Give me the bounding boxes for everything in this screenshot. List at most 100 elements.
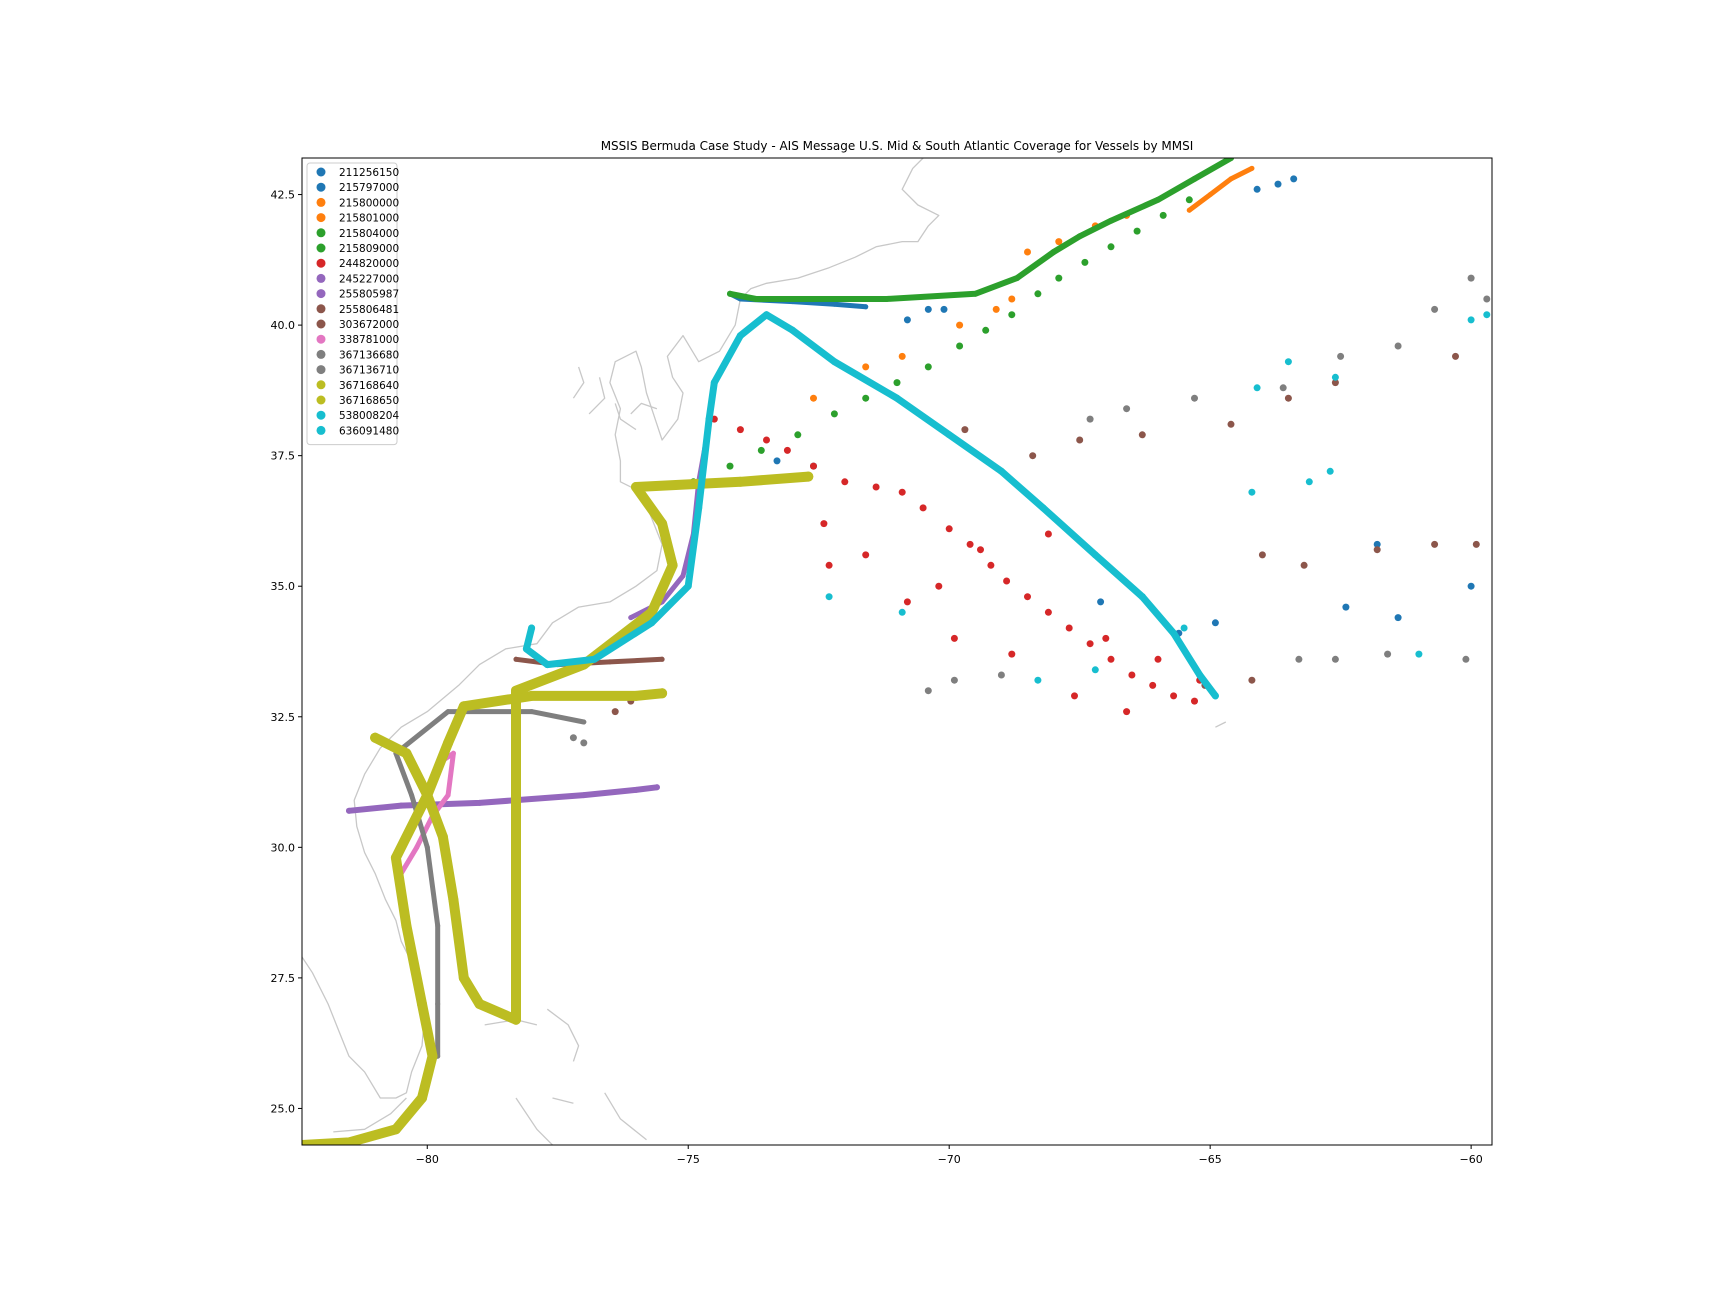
data-point bbox=[648, 619, 656, 627]
data-point bbox=[735, 476, 746, 487]
data-point bbox=[1024, 248, 1031, 256]
data-point bbox=[1415, 650, 1423, 658]
data-point bbox=[390, 1124, 401, 1135]
y-tick-label: 25.0 bbox=[271, 1102, 296, 1115]
x-tick-label: −75 bbox=[677, 1153, 700, 1166]
data-point bbox=[695, 504, 703, 512]
legend-marker bbox=[316, 167, 326, 177]
data-point bbox=[1034, 290, 1042, 298]
legend-marker bbox=[316, 243, 326, 253]
data-point bbox=[653, 784, 660, 791]
data-point bbox=[1191, 175, 1198, 182]
data-point bbox=[628, 615, 634, 621]
series-layer bbox=[302, 158, 1491, 1145]
data-point bbox=[1170, 692, 1178, 700]
data-point bbox=[1191, 697, 1198, 705]
data-point bbox=[810, 462, 817, 470]
data-point bbox=[657, 688, 668, 699]
data-point bbox=[1253, 384, 1261, 392]
data-point bbox=[435, 1001, 441, 1007]
legend-label: 367168640 bbox=[339, 380, 399, 392]
y-tick-label: 37.5 bbox=[271, 450, 296, 463]
data-point bbox=[1123, 708, 1131, 716]
data-point bbox=[950, 634, 958, 642]
data-point bbox=[513, 656, 519, 662]
data-point bbox=[1008, 295, 1016, 303]
data-point bbox=[810, 394, 817, 402]
data-point bbox=[1107, 655, 1115, 663]
track-line bbox=[1186, 165, 1255, 213]
data-point bbox=[1055, 238, 1063, 246]
y-tick-label: 42.5 bbox=[271, 189, 296, 202]
data-point bbox=[1086, 640, 1094, 648]
data-point bbox=[684, 582, 692, 590]
data-point bbox=[1467, 274, 1475, 282]
data-point bbox=[1284, 358, 1292, 366]
legend-marker bbox=[316, 258, 326, 268]
legend-label: 367136680 bbox=[339, 349, 399, 361]
data-point bbox=[344, 1137, 354, 1145]
coastline-segment bbox=[630, 402, 658, 415]
data-point bbox=[997, 671, 1005, 679]
data-point bbox=[1274, 180, 1282, 188]
data-point bbox=[511, 685, 521, 696]
legend-marker bbox=[316, 182, 326, 192]
legend-marker bbox=[316, 197, 326, 207]
plot-frame bbox=[301, 157, 1493, 1146]
data-point bbox=[657, 518, 668, 529]
data-point bbox=[1008, 311, 1016, 319]
data-point bbox=[1034, 676, 1042, 684]
data-point bbox=[1039, 504, 1047, 512]
data-point bbox=[1228, 158, 1234, 161]
data-point bbox=[1044, 530, 1052, 538]
data-point bbox=[611, 708, 619, 716]
data-point bbox=[1196, 671, 1204, 679]
data-point bbox=[659, 656, 665, 662]
data-point bbox=[1394, 614, 1402, 622]
data-point bbox=[972, 290, 979, 297]
legend-box bbox=[306, 162, 398, 446]
data-point bbox=[1102, 634, 1110, 642]
coastline-segment bbox=[515, 1097, 553, 1145]
data-point bbox=[1467, 582, 1475, 590]
legend-label: 338781000 bbox=[339, 334, 399, 346]
coastline-segment bbox=[614, 403, 637, 431]
data-point bbox=[1055, 274, 1063, 282]
data-point bbox=[919, 504, 927, 512]
data-point bbox=[950, 676, 958, 684]
data-point bbox=[1076, 436, 1084, 444]
data-point bbox=[1191, 394, 1198, 402]
data-point bbox=[1207, 192, 1213, 198]
data-point bbox=[1159, 211, 1167, 219]
series-636091480 bbox=[825, 311, 1491, 684]
data-point bbox=[763, 311, 770, 319]
legend: 211256150 215797000 215800000 215801000 2158… bbox=[306, 162, 399, 446]
legend-marker bbox=[316, 213, 326, 223]
legend-marker bbox=[316, 228, 326, 238]
series-303672000 bbox=[611, 352, 1480, 716]
coastline-segment bbox=[546, 1008, 580, 1062]
data-point bbox=[1248, 676, 1256, 684]
data-point bbox=[966, 540, 974, 548]
data-point bbox=[1029, 452, 1037, 460]
data-point bbox=[977, 546, 984, 554]
data-point bbox=[1431, 540, 1439, 548]
data-point bbox=[825, 593, 833, 601]
data-point bbox=[783, 446, 791, 454]
data-point bbox=[1091, 666, 1099, 674]
legend-label: 255805987 bbox=[339, 289, 399, 301]
legend-label: 245227000 bbox=[339, 273, 399, 285]
data-point bbox=[898, 488, 906, 496]
data-point bbox=[825, 561, 833, 569]
data-point bbox=[945, 525, 953, 533]
legend-label: 211256150 bbox=[339, 167, 399, 179]
data-point bbox=[417, 999, 427, 1009]
data-point bbox=[753, 296, 760, 302]
data-point bbox=[528, 624, 536, 632]
data-point bbox=[476, 799, 483, 806]
y-tick-label: 32.5 bbox=[271, 711, 296, 724]
data-point bbox=[987, 561, 995, 569]
legend-marker bbox=[316, 319, 326, 329]
data-point bbox=[1097, 598, 1105, 606]
data-point bbox=[1128, 671, 1136, 679]
